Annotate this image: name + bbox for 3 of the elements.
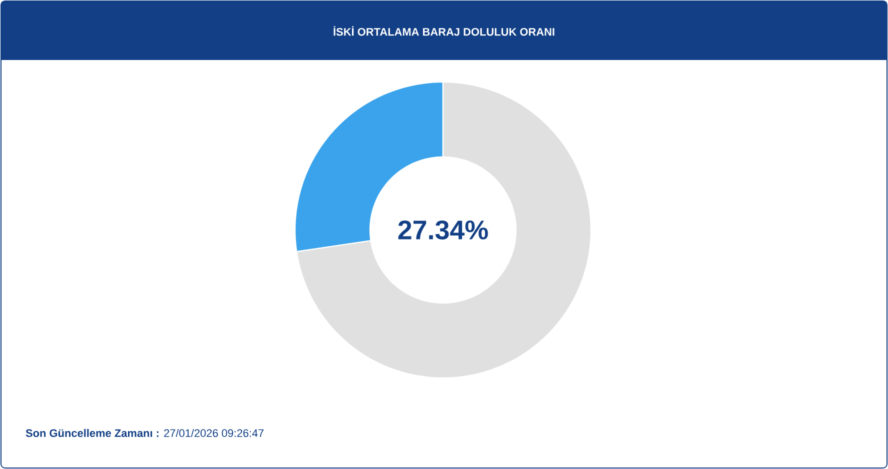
chart-title: İSKİ ORTALAMA BARAJ DOLULUK ORANI <box>334 26 554 36</box>
text: Son Güncelleme Zamanı : 27/01/2026 09:26:47 <box>26 428 264 438</box>
text: 27.34% <box>398 220 488 240</box>
